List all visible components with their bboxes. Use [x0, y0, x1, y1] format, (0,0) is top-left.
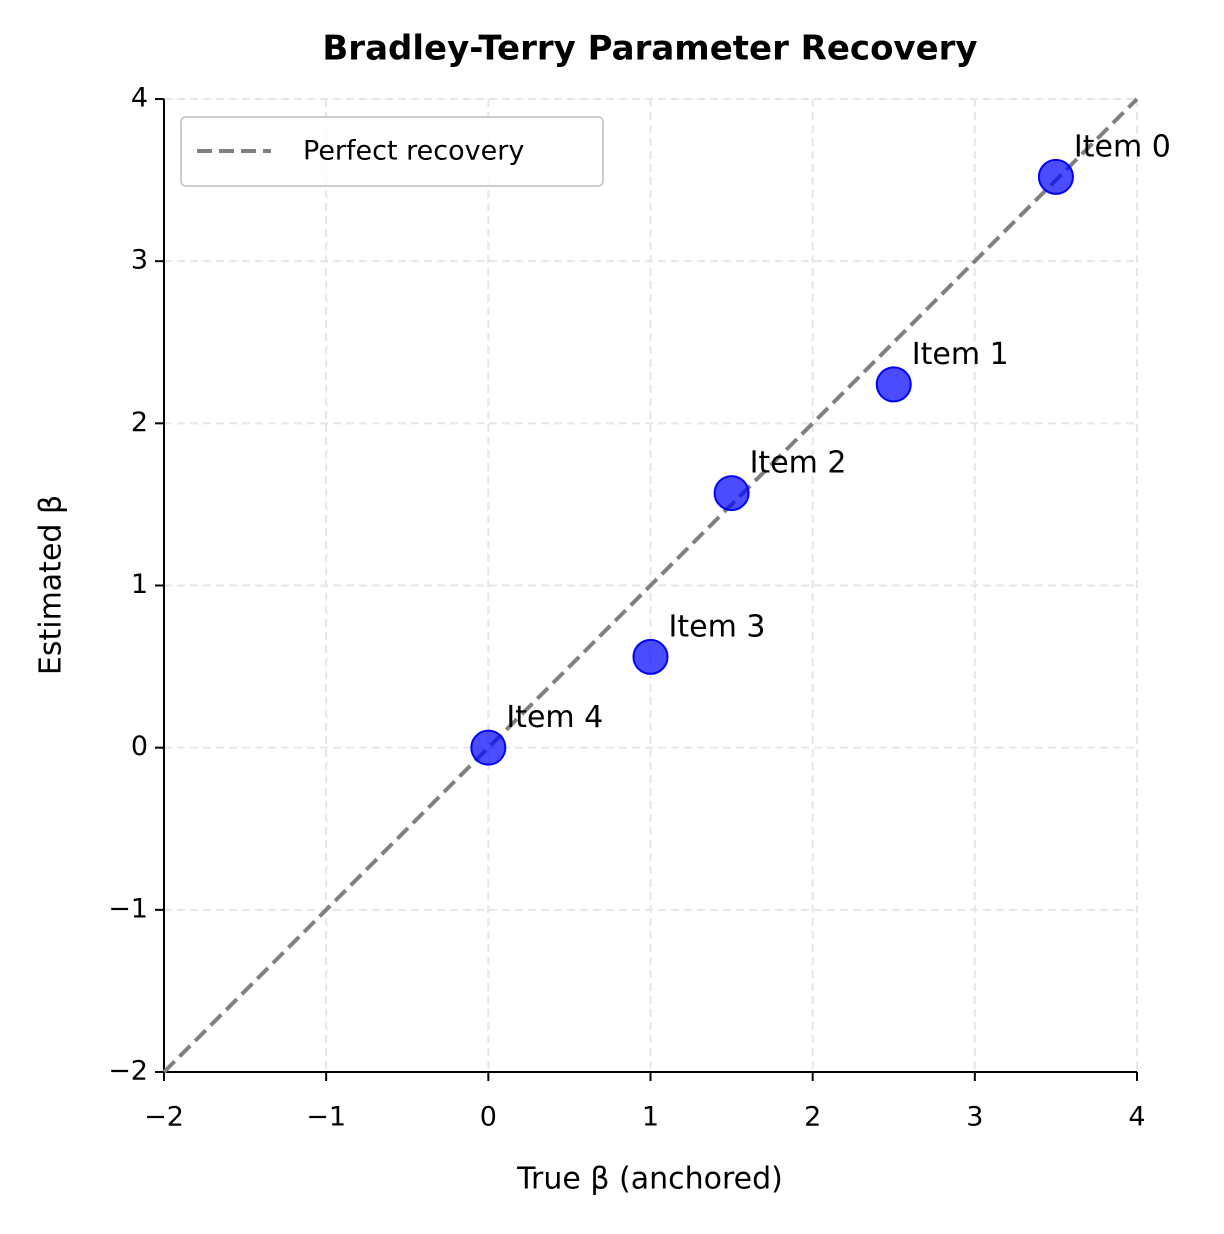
x-tick-label: 2: [804, 1102, 821, 1133]
legend-label: Perfect recovery: [303, 136, 524, 167]
chart-title: Bradley-Terry Parameter Recovery: [322, 29, 977, 69]
point-label: Item 2: [750, 446, 847, 481]
y-tick-label: 4: [131, 83, 148, 114]
x-tick-label: 0: [480, 1102, 497, 1133]
y-tick-label: −1: [108, 893, 148, 924]
x-tick-label: −1: [306, 1102, 346, 1133]
x-tick-label: −2: [144, 1102, 184, 1133]
y-axis-label: Estimated β: [34, 495, 69, 675]
point: [875, 366, 912, 403]
point: [1037, 158, 1074, 195]
y-tick-label: −2: [108, 1056, 148, 1087]
legend-box: [180, 116, 604, 187]
x-axis-label: True β (anchored): [516, 1162, 783, 1197]
reference-line: [162, 97, 1139, 1074]
y-tick-label: 1: [131, 569, 148, 600]
x-tick-label: 3: [966, 1102, 983, 1133]
y-tick-label: 0: [131, 731, 148, 762]
point: [632, 638, 669, 675]
point-label: Item 0: [1074, 129, 1171, 164]
x-tick-label: 4: [1128, 1102, 1145, 1133]
point-label: Item 3: [669, 609, 766, 644]
x-tick-label: 1: [642, 1102, 659, 1133]
point-label: Item 1: [912, 337, 1009, 372]
point-label: Item 4: [506, 700, 603, 735]
point: [713, 475, 750, 512]
y-tick-label: 2: [131, 407, 148, 438]
point: [470, 729, 507, 766]
y-tick-label: 3: [131, 245, 148, 276]
